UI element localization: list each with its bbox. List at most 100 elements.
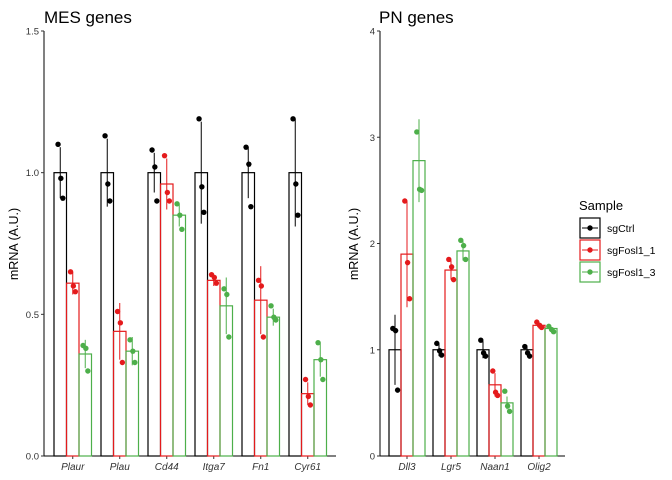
legend-title: Sample <box>579 198 623 213</box>
mes-data-point <box>58 175 64 182</box>
pn-x-tick-label: Olig2 <box>527 462 551 473</box>
pn-plot-area: 0 1 2 3 4 Dll3 Lgr5 Naan1 Olig2 <box>370 27 565 473</box>
mes-data-point <box>320 376 326 383</box>
mes-y-tick-label: 1.0 <box>26 168 39 179</box>
mes-data-point <box>224 291 230 298</box>
mes-y-tick-label: 0.5 <box>26 310 39 321</box>
mes-data-point <box>199 184 205 190</box>
mes-data-point <box>295 212 301 218</box>
pn-y-tick-label: 0 <box>370 452 375 463</box>
mes-data-point <box>273 317 279 323</box>
mes-data-point <box>248 203 254 210</box>
legend-label: sgFosl1_1 <box>607 245 656 257</box>
mes-data-point <box>132 359 138 366</box>
pn-y-tick-label: 4 <box>370 27 375 38</box>
mes-data-point <box>85 368 91 374</box>
pn-data-point <box>462 256 469 263</box>
mes-data-point <box>117 320 124 326</box>
pn-data-point <box>394 387 401 393</box>
mes-data-point <box>83 345 89 352</box>
mes-data-point <box>70 283 77 289</box>
pn-y-axis-label: mRNA (A.U.) <box>347 208 361 280</box>
pn-data-point <box>436 348 443 354</box>
pn-data-point <box>448 264 455 270</box>
mes-data-point <box>55 141 61 148</box>
mes-data-point <box>268 303 274 309</box>
mes-data-point <box>243 144 249 150</box>
pn-y-tick-label: 2 <box>370 239 375 250</box>
mes-data-point <box>102 133 108 139</box>
mes-data-point <box>211 274 218 281</box>
pn-bar <box>444 269 458 457</box>
pn-bar <box>544 327 558 457</box>
mes-bar <box>266 316 281 457</box>
pn-x-tick-label: Lgr5 <box>441 462 461 473</box>
mes-plot-area: 0.0 0.5 1.0 1.5 Plaur Plau Cd44 Itga7 Fn1 Cyr61 <box>26 27 336 473</box>
mes-data-point <box>154 198 160 204</box>
pn-bar <box>476 349 490 457</box>
mes-y-tick-label: 1.5 <box>26 27 39 38</box>
mes-bar <box>206 279 221 457</box>
pn-panel-title: PN genes <box>379 8 454 27</box>
pn-bar <box>520 349 534 457</box>
legend-label: sgCtrl <box>607 223 634 235</box>
mes-data-point <box>127 337 133 343</box>
pn-data-point <box>438 352 445 358</box>
mes-data-point <box>302 376 309 383</box>
mes-x-tick-label: Fn1 <box>252 462 269 473</box>
pn-data-point <box>502 388 508 394</box>
mes-data-point <box>161 152 168 159</box>
pn-data-point <box>418 187 425 194</box>
pn-data-point <box>494 392 501 399</box>
pn-data-point <box>550 328 557 335</box>
mes-data-point <box>260 334 267 340</box>
legend-key <box>579 217 601 239</box>
mes-data-point <box>149 147 155 153</box>
mes-bar <box>65 282 80 457</box>
mes-bar <box>241 172 256 457</box>
legend-label: sgFosl1_3 <box>607 267 656 279</box>
legend-key-point <box>587 225 593 231</box>
mes-x-tick-label: Plaur <box>61 462 85 473</box>
mes-data-point <box>318 356 324 363</box>
pn-bar <box>456 250 470 457</box>
pn-data-point <box>504 403 511 409</box>
mes-data-point <box>177 212 183 218</box>
mes-data-point <box>60 195 66 201</box>
legend-key-point <box>587 269 593 275</box>
pn-data-point <box>446 256 452 263</box>
mes-x-tick-label: Cd44 <box>155 462 179 473</box>
mes-data-point <box>196 116 202 122</box>
mes-data-point <box>255 277 262 284</box>
pn-data-point <box>522 343 528 350</box>
mes-bar <box>159 183 174 457</box>
mes-y-tick-label: 0.0 <box>26 452 39 463</box>
mes-data-point <box>315 339 321 346</box>
pn-data-point <box>450 276 457 283</box>
mes-data-point <box>290 116 296 122</box>
pn-data-point <box>414 129 420 135</box>
mes-data-point <box>258 283 265 289</box>
mes-data-point <box>226 334 232 340</box>
mes-data-point <box>213 280 220 286</box>
mes-data-point <box>221 286 227 292</box>
pn-data-point <box>434 340 440 347</box>
pn-data-point <box>482 353 489 359</box>
mes-panel-title: MES genes <box>44 8 132 27</box>
mes-data-point <box>114 308 121 315</box>
mes-bar <box>147 172 162 457</box>
mes-y-axis-label: mRNA (A.U.) <box>7 208 21 280</box>
pn-bar <box>432 349 446 457</box>
mes-data-point <box>305 393 312 400</box>
mes-x-tick-label: Plau <box>110 462 130 473</box>
pn-x-tick-label: Naan1 <box>480 462 509 473</box>
pn-genes-panel: PN genes mRNA (A.U.) 0 1 2 3 4 Dll3 Lgr5 Naan1 O… <box>347 8 565 473</box>
pn-y-tick-label: 1 <box>370 345 375 356</box>
legend-items: sgCtrl sgFosl1_1 sgFosl1_3 <box>579 217 656 283</box>
mes-bar <box>100 172 115 457</box>
mes-bar <box>172 214 187 457</box>
mes-data-point <box>130 348 136 354</box>
pn-data-point <box>392 327 399 334</box>
pn-data-point <box>478 337 484 343</box>
